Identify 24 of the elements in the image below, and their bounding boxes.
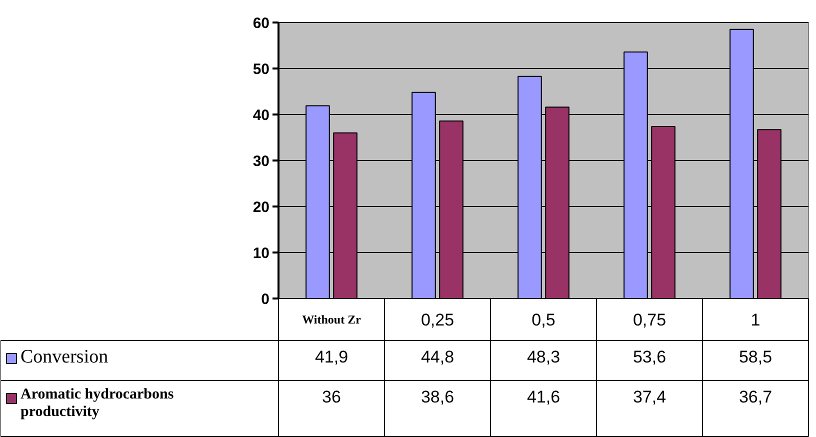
x-tick-label: 0,75 — [632, 310, 666, 330]
data-label: 36,7 — [738, 388, 772, 406]
y-tick-label: 0 — [261, 291, 270, 308]
y-tick-label: 20 — [252, 199, 270, 216]
data-label: 48,3 — [526, 348, 560, 366]
y-tick-label: 50 — [252, 61, 270, 78]
legend-label: Aromatic hydrocarbons productivity — [20, 386, 174, 420]
data-label: 38,6 — [420, 388, 454, 406]
data-label: 41,9 — [314, 348, 348, 366]
legend-label: Conversion — [20, 346, 109, 368]
y-tick-label: 40 — [252, 107, 270, 124]
data-label: 58,5 — [738, 348, 772, 366]
data-label: 41,6 — [526, 388, 560, 406]
data-label: 36 — [322, 388, 341, 406]
data-label: 53,6 — [632, 348, 666, 366]
x-tick-label: 0,5 — [532, 310, 556, 330]
data-label: 37,4 — [632, 388, 666, 406]
x-tick-label: 0,25 — [420, 310, 454, 330]
y-tick-label: 10 — [252, 245, 270, 262]
y-tick-label: 60 — [252, 15, 270, 32]
y-tick-label: 30 — [252, 153, 270, 170]
x-tick-label: Without Zr — [302, 312, 362, 326]
data-label: 44,8 — [420, 348, 454, 366]
x-tick-label: 1 — [750, 310, 760, 330]
